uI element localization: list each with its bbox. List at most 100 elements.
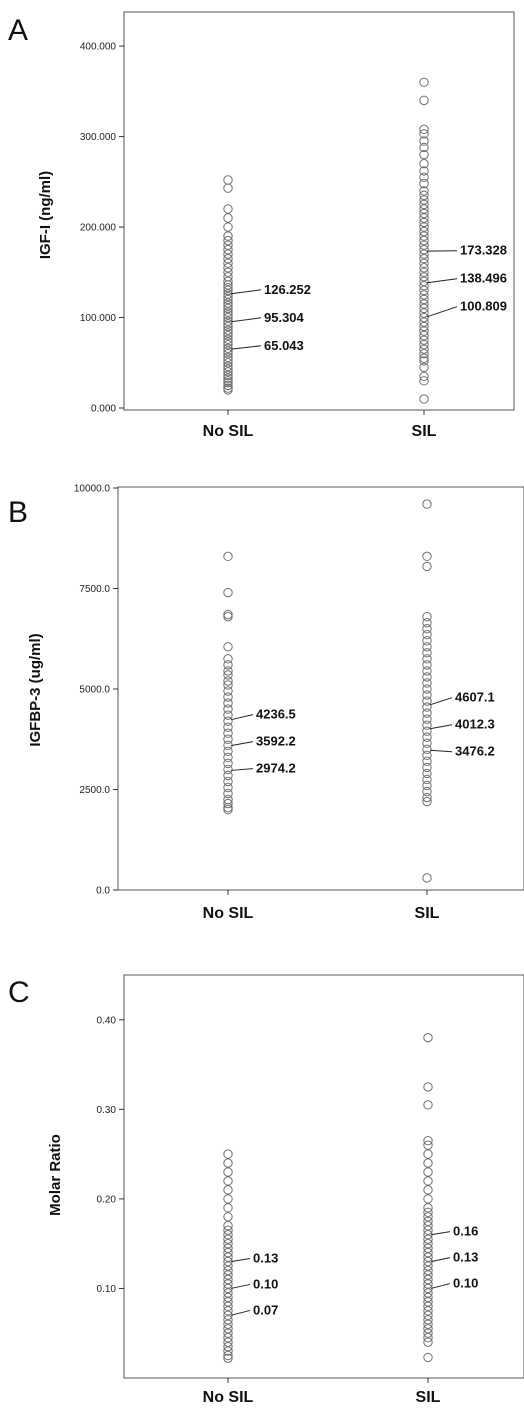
y-tick-label: 0.40 xyxy=(97,1015,117,1026)
data-point xyxy=(423,1279,433,1289)
data-point xyxy=(423,1352,433,1363)
data-point xyxy=(419,244,429,255)
data-point xyxy=(223,204,233,214)
quartile-leader-line xyxy=(426,306,458,318)
quartile-label: 126.252 xyxy=(264,282,311,297)
data-point xyxy=(223,380,233,391)
data-point xyxy=(419,330,429,341)
data-point xyxy=(223,704,233,714)
data-point xyxy=(223,1288,233,1298)
data-point xyxy=(422,732,432,742)
data-point xyxy=(419,208,429,219)
data-point xyxy=(419,226,429,237)
data-point xyxy=(223,303,233,314)
x-category-label: No SIL xyxy=(203,905,254,922)
data-point xyxy=(423,1082,433,1092)
data-point xyxy=(423,1216,433,1226)
data-point xyxy=(422,792,432,803)
data-point xyxy=(422,720,432,730)
data-point xyxy=(223,1341,233,1352)
data-point xyxy=(223,1203,233,1213)
data-point xyxy=(223,1185,233,1195)
data-point xyxy=(419,303,429,314)
data-point xyxy=(422,630,432,640)
quartile-label: 95.304 xyxy=(264,310,305,325)
data-point xyxy=(422,738,432,748)
data-point xyxy=(419,267,429,277)
panel-letter-a: A xyxy=(8,14,28,47)
quartile-label: 4236.5 xyxy=(256,707,296,722)
data-point xyxy=(423,1234,433,1244)
y-axis-title: IGF-I (ng/ml) xyxy=(37,171,54,259)
data-point xyxy=(223,609,233,620)
data-point xyxy=(223,1353,233,1363)
data-point xyxy=(223,244,233,255)
data-point xyxy=(223,183,233,193)
data-point xyxy=(223,349,233,359)
quartile-label: 3476.2 xyxy=(455,744,495,759)
data-point xyxy=(419,290,429,300)
plot-frame xyxy=(117,486,524,891)
data-point xyxy=(223,1158,233,1168)
y-tick-label: 7500.0 xyxy=(79,584,110,595)
data-point xyxy=(423,1158,433,1168)
data-point xyxy=(422,796,432,807)
data-point xyxy=(423,1315,433,1325)
data-point xyxy=(423,1225,433,1235)
data-point xyxy=(419,190,429,201)
data-point xyxy=(223,235,233,246)
data-point xyxy=(223,294,233,305)
data-point xyxy=(423,1292,433,1303)
data-point xyxy=(422,648,432,658)
data-point xyxy=(223,330,233,341)
data-point xyxy=(423,1319,433,1329)
quartile-label: 138.496 xyxy=(460,271,507,286)
quartile-leader-line xyxy=(426,278,458,284)
data-point xyxy=(419,276,429,287)
x-category-label: SIL xyxy=(415,905,440,922)
data-point xyxy=(223,240,233,250)
data-point xyxy=(419,172,429,182)
y-tick-label: 0.10 xyxy=(97,1284,117,1295)
data-point xyxy=(419,129,429,139)
data-point xyxy=(423,1301,433,1312)
data-point xyxy=(223,249,233,259)
data-point xyxy=(419,178,429,189)
y-axis-title: Molar Ratio xyxy=(47,1134,64,1216)
data-point xyxy=(223,686,233,696)
data-point xyxy=(223,1238,233,1249)
data-point xyxy=(223,282,233,293)
data-point xyxy=(422,708,432,718)
quartile-label: 173.328 xyxy=(460,243,507,258)
data-point xyxy=(419,308,429,318)
data-point xyxy=(223,231,233,241)
data-point xyxy=(419,231,429,241)
quartile-leader-line xyxy=(230,1283,251,1289)
x-category-label: No SIL xyxy=(203,423,254,440)
data-point xyxy=(423,1337,433,1347)
plot-frame xyxy=(123,11,515,411)
data-point xyxy=(423,1333,433,1343)
data-point xyxy=(223,692,233,702)
quartile-leader-line xyxy=(230,289,262,295)
data-point xyxy=(422,636,432,646)
data-point xyxy=(223,728,233,738)
quartile-leader-line xyxy=(430,1231,451,1236)
data-point xyxy=(419,285,429,296)
quartile-label: 0.10 xyxy=(253,1276,278,1291)
data-point xyxy=(223,734,233,744)
data-point xyxy=(422,702,432,712)
quartile-leader-line xyxy=(230,1257,251,1263)
quartile-leader-line xyxy=(430,1257,451,1263)
x-category-label: SIL xyxy=(416,1389,441,1406)
data-point xyxy=(223,782,233,793)
data-point xyxy=(223,551,233,562)
y-tick-label: 0.20 xyxy=(97,1194,117,1205)
data-point xyxy=(223,272,233,282)
quartile-label: 100.809 xyxy=(460,299,507,314)
data-point xyxy=(419,258,429,268)
data-point xyxy=(223,1324,233,1334)
data-point xyxy=(423,1194,433,1204)
data-point xyxy=(423,1324,433,1334)
data-point xyxy=(223,292,233,302)
